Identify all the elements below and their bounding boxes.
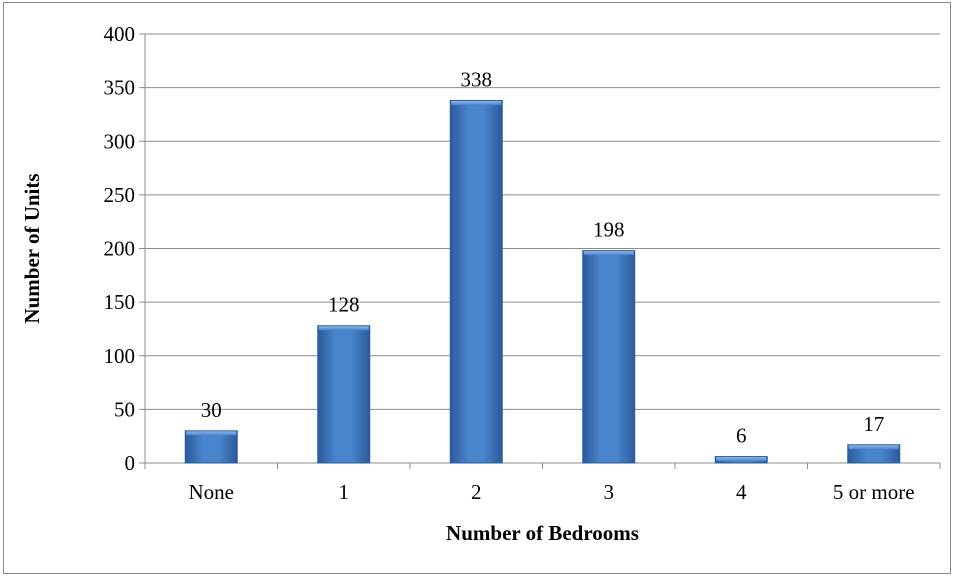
data-label-0: 30 — [201, 398, 222, 422]
y-tick-label-300: 300 — [104, 129, 136, 153]
x-tick-label-5: 5 or more — [833, 480, 915, 504]
y-tick-label-400: 400 — [104, 22, 136, 46]
data-label-5: 17 — [863, 412, 884, 436]
x-tick-label-1: 1 — [339, 480, 350, 504]
bar-body — [847, 444, 901, 464]
bars — [184, 99, 901, 464]
data-label-3: 198 — [593, 218, 625, 242]
bar-highlight — [186, 431, 237, 436]
gridlines — [145, 33, 940, 410]
y-tick-label-0: 0 — [125, 451, 136, 475]
y-tick-label-250: 250 — [104, 183, 136, 207]
bar-2 — [449, 99, 503, 464]
bar-highlight — [318, 326, 369, 331]
data-label-4: 6 — [736, 424, 747, 448]
bar-1 — [317, 325, 371, 464]
bar-4 — [714, 456, 768, 464]
x-tick-label-2: 2 — [471, 480, 482, 504]
y-tick-label-100: 100 — [104, 344, 136, 368]
y-tick-label-350: 350 — [104, 76, 136, 100]
x-tick-label-0: None — [189, 480, 235, 504]
labels: 0 50 100 150 200 250 300 350 400 30 None 128 1 338 2 19… — [104, 22, 915, 504]
bar-body — [317, 325, 371, 464]
x-tick-label-3: 3 — [604, 480, 615, 504]
y-tick-label-200: 200 — [104, 237, 136, 261]
bar-highlight — [583, 251, 634, 256]
bar-highlight — [716, 457, 767, 462]
axes — [139, 33, 941, 469]
x-tick-label-4: 4 — [736, 480, 747, 504]
bar-highlight — [848, 445, 899, 450]
data-label-1: 128 — [328, 293, 360, 317]
bar-body — [582, 250, 636, 464]
bar-3 — [582, 250, 636, 464]
bar-5 — [847, 444, 901, 464]
y-tick-label-150: 150 — [104, 290, 136, 314]
data-label-2: 338 — [461, 67, 493, 91]
bar-body — [184, 430, 238, 464]
bar-body — [449, 99, 503, 464]
bar-0 — [184, 430, 238, 464]
bar-highlight — [451, 100, 502, 105]
y-axis-title: Number of Units — [20, 173, 44, 323]
y-tick-label-50: 50 — [114, 397, 135, 421]
x-axis-title: Number of Bedrooms — [446, 521, 639, 545]
